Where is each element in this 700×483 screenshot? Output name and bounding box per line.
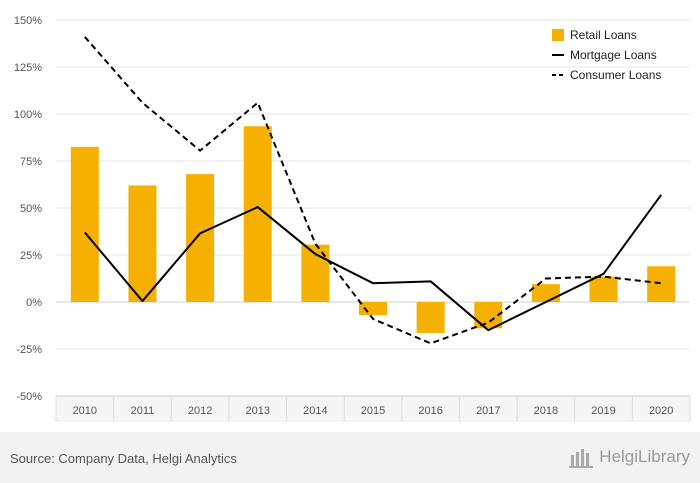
bar <box>531 284 560 302</box>
bar <box>647 266 676 302</box>
x-axis: 2010 2011 2012 2013 2014 2015 2016 2017 2018 2019… <box>55 395 691 422</box>
y-tick-label: 100% <box>14 109 42 121</box>
x-tick-label: 2020 <box>649 405 673 417</box>
y-tick-label: 50% <box>20 203 42 215</box>
legend-label: Consumer Loans <box>570 68 661 82</box>
x-tick-label: 2012 <box>188 405 212 417</box>
bar <box>186 174 215 302</box>
y-axis: 150% 125% 100% 75% 50% 25% 0% -25% -50% <box>14 15 42 403</box>
x-tick-label: 2018 <box>534 405 558 417</box>
library-logo-icon <box>569 449 594 468</box>
bar <box>359 302 387 316</box>
footer: Source: Company Data, Helgi Analytics He… <box>0 432 700 483</box>
x-tick-label: 2015 <box>361 405 385 417</box>
bar <box>416 302 445 334</box>
x-tick-label: 2017 <box>476 405 500 417</box>
legend-label: Retail Loans <box>570 28 637 42</box>
brand-link[interactable]: HelgiLibrary <box>569 446 690 468</box>
x-axis-band <box>56 396 690 422</box>
series-line <box>84 194 662 332</box>
bar-series <box>70 126 676 334</box>
series-line <box>84 36 662 345</box>
y-tick-label: 150% <box>14 15 42 27</box>
legend: Retail Loans Mortgage Loans Consumer Loans <box>552 28 661 82</box>
chart: 150% 125% 100% 75% 50% 25% 0% -25% -50% 2010 2011… <box>14 15 691 422</box>
x-tick-label: 2014 <box>303 405 327 417</box>
x-tick-label: 2019 <box>591 405 615 417</box>
x-tick-label: 2013 <box>245 405 269 417</box>
bar <box>589 276 618 302</box>
legend-swatch <box>552 29 564 41</box>
y-tick-label: -50% <box>16 391 42 403</box>
y-tick-label: 125% <box>14 62 42 74</box>
bar <box>70 146 99 302</box>
y-tick-label: 0% <box>26 297 42 309</box>
x-tick-label: 2016 <box>418 405 442 417</box>
x-tick-label: 2010 <box>73 405 97 417</box>
y-tick-label: -25% <box>16 344 42 356</box>
brand-name: HelgiLibrary <box>599 447 690 466</box>
line-series <box>84 36 662 345</box>
y-tick-label: 75% <box>20 156 42 168</box>
x-tick-label: 2011 <box>131 405 155 417</box>
source-note: Source: Company Data, Helgi Analytics <box>10 451 237 466</box>
bar <box>128 185 157 302</box>
y-tick-label: 25% <box>20 250 42 262</box>
legend-label: Mortgage Loans <box>570 48 657 62</box>
